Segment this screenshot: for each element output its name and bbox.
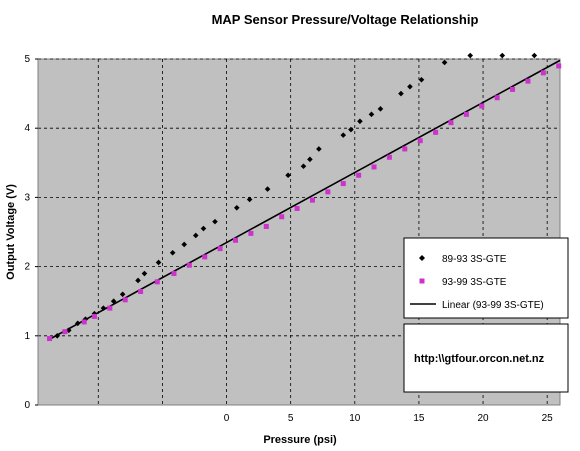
y-tick-label: 4	[24, 123, 30, 134]
x-axis-ticks: 0 5 10 15 20 25	[224, 413, 553, 424]
x-tick-label: 25	[542, 413, 554, 424]
data-point-89-93	[155, 259, 162, 266]
data-point-93-99	[356, 172, 362, 178]
x-tick-label: 20	[477, 413, 489, 424]
annotation-text: http:\\gtfour.orcon.net.nz	[414, 353, 545, 365]
data-point-89-93	[141, 270, 148, 277]
axes	[37, 59, 560, 406]
data-point-93-99	[556, 63, 562, 69]
data-point-93-99	[171, 271, 177, 277]
data-point-89-93	[74, 320, 81, 327]
x-tick-label: 0	[224, 413, 230, 424]
data-point-93-99	[91, 313, 97, 319]
data-point-89-93	[368, 111, 375, 118]
x-axis-label: Pressure (psi)	[263, 434, 337, 446]
data-point-93-99	[540, 70, 546, 76]
data-point-93-99	[263, 223, 269, 229]
trendline	[49, 59, 561, 340]
data-point-89-93	[192, 232, 199, 239]
data-point-93-99	[309, 197, 315, 203]
data-point-89-93	[418, 76, 425, 83]
legend: 89-93 3S-GTE 93-99 3S-GTE Linear (93-99 3S…	[403, 237, 569, 319]
data-point-89-93	[357, 118, 363, 125]
x-tick-label: 5	[288, 413, 294, 424]
y-axis-label: Output Voltage (V)	[5, 184, 17, 280]
data-point-93-99	[294, 205, 300, 211]
data-point-89-93	[82, 316, 89, 322]
data-point-93-99	[138, 289, 144, 295]
data-point-89-93	[100, 305, 107, 311]
data-point-93-99	[279, 214, 285, 220]
data-point-89-93	[307, 156, 313, 163]
data-point-89-93	[300, 163, 307, 170]
data-point-93-99	[217, 246, 223, 252]
data-point-93-99	[233, 237, 239, 243]
data-point-89-93	[169, 249, 176, 256]
data-point-93-99	[402, 146, 408, 152]
legend-label: 89-93 3S-GTE	[442, 254, 507, 265]
trendline-series	[49, 59, 561, 340]
legend-label: Linear (93-99 3S-GTE)	[442, 300, 544, 311]
data-point-93-99	[81, 319, 87, 325]
data-point-93-99	[107, 305, 113, 311]
data-point-89-93	[119, 291, 126, 298]
data-point-93-99	[62, 329, 68, 335]
y-tick-label: 3	[24, 192, 30, 203]
data-point-89-93	[531, 52, 538, 59]
data-point-93-99	[494, 95, 500, 101]
data-point-93-99	[186, 262, 192, 268]
legend-marker-93-99	[419, 278, 425, 284]
data-point-89-93	[233, 204, 240, 211]
y-tick-label: 5	[24, 54, 30, 65]
data-point-89-93	[407, 83, 413, 90]
data-point-89-93	[285, 172, 291, 179]
data-point-93-99	[248, 230, 254, 236]
data-point-93-99	[510, 86, 516, 92]
data-point-89-93	[467, 52, 474, 59]
data-point-89-93	[246, 196, 253, 203]
legend-marker-89-93	[419, 255, 425, 261]
data-point-93-99	[433, 129, 439, 135]
data-point-89-93	[110, 298, 117, 304]
data-point-93-99	[463, 111, 469, 117]
x-tick-label: 10	[349, 413, 361, 424]
data-point-93-99	[371, 164, 377, 170]
annotation-box: http:\\gtfour.orcon.net.nz	[403, 323, 569, 393]
y-tick-label: 0	[24, 400, 30, 411]
data-point-89-93	[135, 277, 141, 284]
data-point-93-99	[479, 103, 485, 109]
data-point-93-99	[47, 336, 53, 342]
x-tick-label: 15	[413, 413, 425, 424]
data-point-93-99	[340, 181, 346, 187]
y-tick-label: 2	[24, 262, 30, 273]
series-93-99	[47, 63, 562, 342]
chart-title: MAP Sensor Pressure/Voltage Relationship	[212, 12, 479, 27]
data-point-89-93	[54, 333, 61, 339]
data-point-93-99	[202, 254, 208, 260]
data-point-89-93	[398, 90, 404, 97]
data-point-93-99	[325, 189, 331, 195]
data-point-89-93	[441, 59, 448, 66]
series-89-93	[54, 52, 538, 339]
data-point-89-93	[200, 225, 207, 232]
data-point-93-99	[525, 78, 531, 84]
data-point-89-93	[212, 218, 218, 225]
data-point-93-99	[417, 138, 423, 144]
y-tick-label: 1	[24, 331, 30, 342]
data-point-89-93	[181, 241, 188, 248]
annotation-frame	[403, 323, 569, 393]
data-point-89-93	[377, 106, 384, 112]
data-point-93-99	[448, 120, 454, 126]
data-point-93-99	[386, 154, 392, 160]
data-point-93-99	[154, 279, 160, 285]
data-point-89-93	[264, 186, 271, 192]
y-axis-ticks: 0 1 2 3 4 5	[24, 54, 38, 411]
data-point-89-93	[348, 126, 354, 133]
data-point-89-93	[316, 146, 322, 152]
data-point-89-93	[499, 52, 506, 59]
data-point-89-93	[340, 132, 347, 138]
data-point-93-99	[122, 297, 128, 303]
legend-label: 93-99 3S-GTE	[442, 277, 507, 288]
